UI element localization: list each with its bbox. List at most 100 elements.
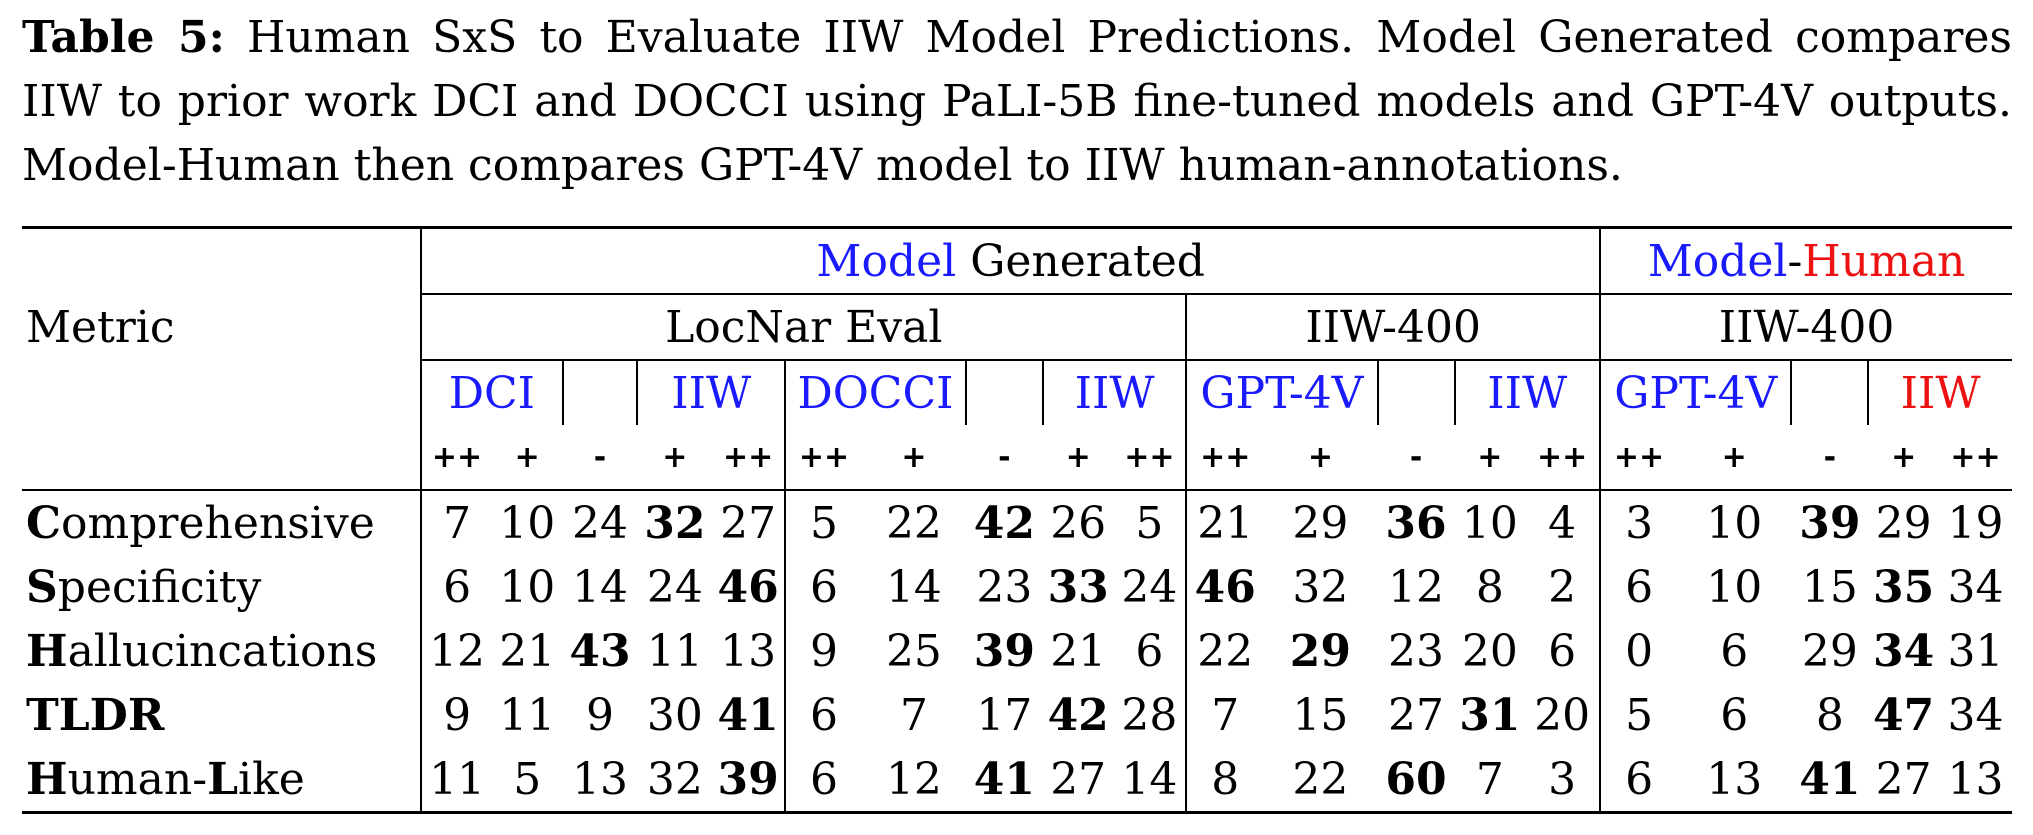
metric-name: Specificity — [26, 561, 262, 613]
pair-gap — [964, 359, 1043, 425]
table-cell: 46 — [1185, 555, 1264, 619]
preference-symbol: ++ — [1599, 425, 1678, 490]
caption-label: Table 5: — [22, 12, 225, 63]
table-cell: 5 — [784, 489, 862, 555]
table-cell: 25 — [885, 625, 942, 677]
locnar-eval-header: LocNar Eval — [420, 294, 1187, 360]
table-cell: 8 — [1475, 561, 1504, 613]
results-table: Metric Model Generated Model-Human LocNa… — [22, 226, 2012, 814]
table-cell: 19 — [1939, 489, 2012, 555]
table-cell: 32 — [637, 489, 713, 555]
table-cell: 30 — [646, 689, 703, 741]
symbol-row-blank — [22, 425, 421, 490]
table-cell: 6 — [1548, 625, 1577, 677]
table-cell: 28 — [1121, 689, 1178, 741]
table-cell: 10 — [499, 561, 556, 613]
table-cell: 22 — [1185, 619, 1264, 683]
table-row: Hallucincations 12 21 43 11 13 9 25 39 21 6 22 29 23 2… — [22, 619, 2012, 683]
pair-gap — [1790, 359, 1869, 425]
pair-left-dci: DCI — [420, 359, 563, 425]
table-cell: 24 — [1121, 561, 1178, 613]
table-cell: 29 — [1868, 489, 1939, 555]
table-caption: Table 5: Human SxS to Evaluate IIW Model… — [22, 6, 2012, 198]
table-cell: 13 — [720, 625, 777, 677]
preference-symbol: ++ — [1124, 439, 1175, 475]
table-cell: 20 — [1461, 625, 1518, 677]
preference-symbol: - — [1823, 439, 1837, 475]
table-cell: 10 — [1454, 489, 1526, 555]
preference-symbol: - — [1409, 439, 1423, 475]
table-cell: 36 — [1377, 489, 1455, 555]
pair-right-iiw-human: IIW — [1867, 359, 2012, 425]
table-cell: 27 — [1042, 747, 1114, 814]
table-cell: 34 — [1873, 625, 1935, 677]
table-cell: 3 — [1599, 489, 1678, 555]
table-row: Comprehensive 7 10 24 32 27 5 22 42 26 5 21 29 36 10 4 3… — [22, 489, 2012, 555]
table-cell: 9 — [420, 683, 492, 747]
table-cell: 6 — [1720, 625, 1749, 677]
table-row: TLDR 9 11 9 30 41 6 7 17 42 28 7 15 27 31 20 5 6 8 47 34 — [22, 683, 2012, 747]
preference-symbol: - — [998, 439, 1011, 475]
preference-symbol: ++ — [784, 425, 862, 490]
pair-left-gpt4v: GPT-4V — [1599, 359, 1792, 425]
table-cell: 32 — [637, 747, 713, 814]
table-cell: 7 — [1454, 747, 1526, 814]
table-cell: 42 — [965, 489, 1043, 555]
table-cell: 29 — [1801, 625, 1858, 677]
table-cell: 9 — [784, 619, 862, 683]
table-cell: 15 — [1801, 561, 1858, 613]
pair-gap — [1376, 359, 1455, 425]
preference-symbol: + — [514, 439, 540, 475]
table-cell: 21 — [499, 625, 556, 677]
preference-symbol: + — [1721, 439, 1747, 475]
table-cell: 8 — [1185, 747, 1264, 814]
table-cell: 31 — [1459, 689, 1521, 741]
table-cell: 41 — [717, 689, 779, 741]
table-cell: 13 — [1677, 747, 1792, 814]
pair-header-row: DCI IIW DOCCI IIW GPT-4V IIW GPT-4V IIW — [22, 359, 2012, 425]
table-cell: 12 — [861, 747, 966, 814]
table-cell: 6 — [1599, 747, 1678, 814]
table-cell: 11 — [499, 689, 556, 741]
table-cell: 10 — [491, 489, 563, 555]
table-cell: 9 — [586, 689, 615, 741]
table-cell: 12 — [1388, 561, 1445, 613]
table-cell: 41 — [1791, 747, 1869, 814]
metric-name: Human-Like — [22, 747, 422, 814]
preference-symbol: ++ — [420, 425, 492, 490]
table-cell: 24 — [646, 561, 703, 613]
table-cell: 13 — [562, 747, 638, 814]
iiw400-header-b: IIW-400 — [1599, 294, 2012, 360]
model-generated-header: Model Generated — [420, 226, 1601, 295]
metric-header: Metric — [22, 226, 422, 425]
table-cell: 12 — [420, 619, 492, 683]
table-cell: 7 — [420, 489, 492, 555]
preference-symbol: - — [593, 439, 607, 475]
preference-symbol: ++ — [1950, 439, 2001, 475]
pair-right-iiw: IIW — [1453, 359, 1601, 425]
table-cell: 6 — [784, 747, 862, 814]
table-cell: 2 — [1548, 561, 1577, 613]
table-cell: 4 — [1525, 489, 1601, 555]
table-cell: 41 — [965, 747, 1043, 814]
table-cell: 5 — [491, 747, 563, 814]
table-cell: 13 — [1939, 747, 2012, 814]
table-cell: 5 — [1599, 683, 1678, 747]
table-cell: 21 — [1185, 489, 1264, 555]
table-cell: 8 — [1815, 689, 1844, 741]
table-cell: 17 — [976, 689, 1033, 741]
table-cell: 11 — [646, 625, 703, 677]
table-cell: 31 — [1947, 625, 2004, 677]
metric-name: TLDR — [26, 689, 165, 741]
metric-name: Hallucincations — [26, 625, 378, 677]
table-cell: 14 — [885, 561, 942, 613]
table-cell: 27 — [1868, 747, 1939, 814]
table-cell: 6 — [1599, 555, 1678, 619]
table-cell: 5 — [1113, 489, 1187, 555]
table-cell: 22 — [861, 489, 966, 555]
table-cell: 29 — [1289, 625, 1352, 677]
table-cell: 23 — [1388, 625, 1445, 677]
table-cell: 7 — [899, 689, 928, 741]
table-cell: 15 — [1292, 689, 1349, 741]
table-cell: 39 — [712, 747, 786, 814]
